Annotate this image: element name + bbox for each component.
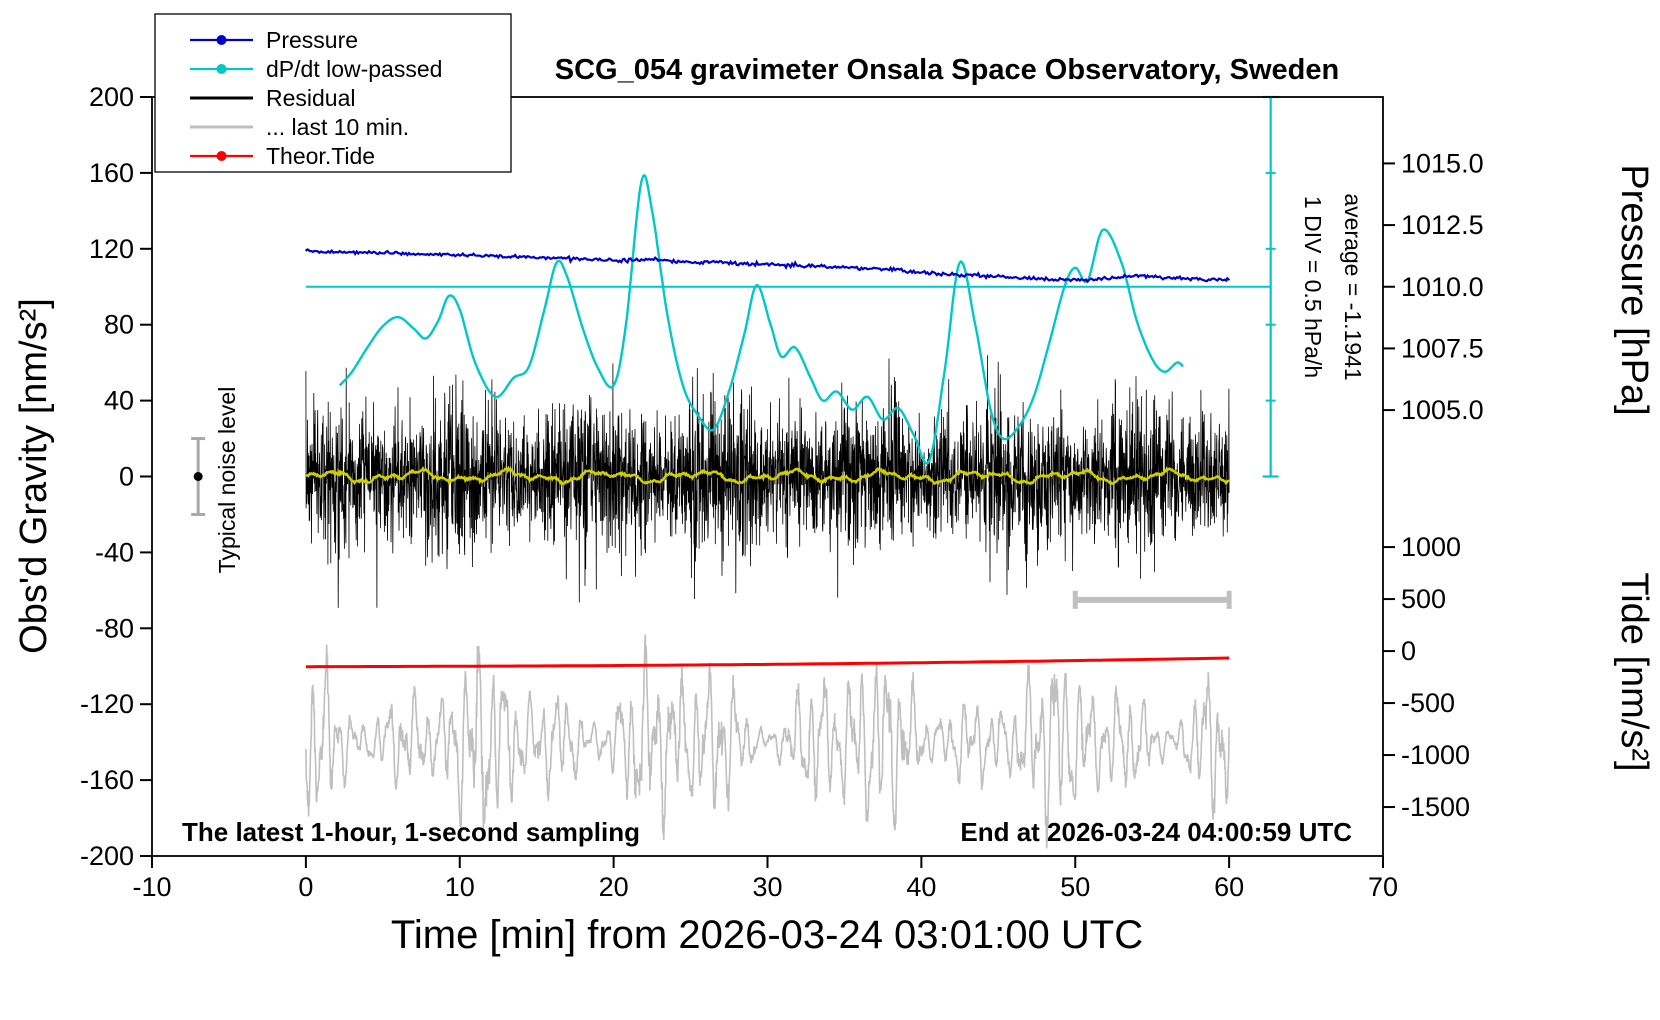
tide-axis-label: Tide [nm/s²] [1613, 572, 1655, 771]
legend-marker-dot [216, 151, 227, 161]
x-axis-label: Time [min] from 2026-03-24 03:01:00 UTC [391, 913, 1143, 957]
time-tick-label: 10 [445, 872, 475, 902]
time-tick-label: -10 [132, 872, 171, 902]
noise-level-dot [193, 472, 203, 481]
tide-tick-label: -500 [1401, 688, 1455, 718]
gravity-tick-label: -160 [80, 765, 134, 795]
gravity-tick-label: 40 [104, 386, 134, 416]
gravity-tick-label: -40 [95, 537, 134, 567]
pressure-curve [304, 248, 1231, 284]
tide-tick-label: 0 [1401, 636, 1416, 666]
chart-title: SCG_054 gravimeter Onsala Space Observat… [555, 54, 1339, 86]
gravity-tick-label: -120 [80, 689, 134, 719]
end-time-footer: End at 2026-03-24 04:00:59 UTC [960, 817, 1352, 847]
legend-item-label: Residual [266, 85, 356, 111]
time-tick-label: 20 [599, 872, 629, 902]
gravity-tick-label: 120 [89, 234, 134, 264]
gravity-tick-label: -200 [80, 841, 134, 871]
residual-lowpass-curve [305, 465, 1230, 486]
chart-legend: Pressure dP/dt low-passed Residual ... last… [154, 13, 512, 173]
last-10-min-curve [305, 634, 1230, 849]
time-tick-label: 60 [1214, 872, 1244, 902]
pressure-tick-label: 1005.0 [1401, 395, 1484, 425]
tide-tick-label: 1000 [1401, 532, 1461, 562]
legend-item-label: ... last 10 min. [266, 114, 409, 140]
gravity-tick-label: 160 [89, 158, 134, 188]
dpdt-curve [338, 174, 1184, 465]
tide-tick-label: 500 [1401, 584, 1446, 614]
pressure-tick-label: 1015.0 [1401, 148, 1484, 178]
sampling-footer: The latest 1-hour, 1-second sampling [182, 817, 640, 847]
time-tick-label: 30 [752, 872, 782, 902]
average-note: average = -1.1941 [1340, 193, 1366, 380]
legend-item-label: Pressure [266, 27, 358, 53]
legend-marker-dot [216, 64, 227, 74]
gravity-tick-label: 200 [89, 82, 134, 112]
noise-level-label: Typical noise level [214, 387, 240, 574]
div-scale-note: 1 DIV = 0.5 hPa/h [1300, 196, 1326, 378]
chart-series-layer [304, 174, 1231, 849]
residual-curve [305, 355, 1230, 608]
gravity-tick-label: 80 [104, 310, 134, 340]
pressure-tick-label: 1012.5 [1401, 210, 1484, 240]
legend-item-label: dP/dt low-passed [266, 56, 442, 82]
y-left-axis-label: Obs'd Gravity [nm/s²] [13, 298, 55, 654]
time-tick-label: 50 [1060, 872, 1090, 902]
tide-tick-label: -1500 [1401, 792, 1470, 822]
pressure-tick-label: 1007.5 [1401, 333, 1484, 363]
legend-marker-dot [216, 35, 227, 45]
gravity-tick-label: 0 [119, 462, 134, 492]
tide-tick-label: -1000 [1401, 740, 1470, 770]
time-tick-label: 40 [906, 872, 936, 902]
pressure-axis-label: Pressure [hPa] [1613, 164, 1655, 415]
pressure-tick-label: 1010.0 [1401, 272, 1484, 302]
time-tick-label: 70 [1368, 872, 1398, 902]
time-tick-label: 0 [298, 872, 313, 902]
theor-tide-curve [305, 656, 1230, 669]
gravity-tick-label: -80 [95, 613, 134, 643]
legend-item-label: Theor.Tide [266, 143, 375, 169]
